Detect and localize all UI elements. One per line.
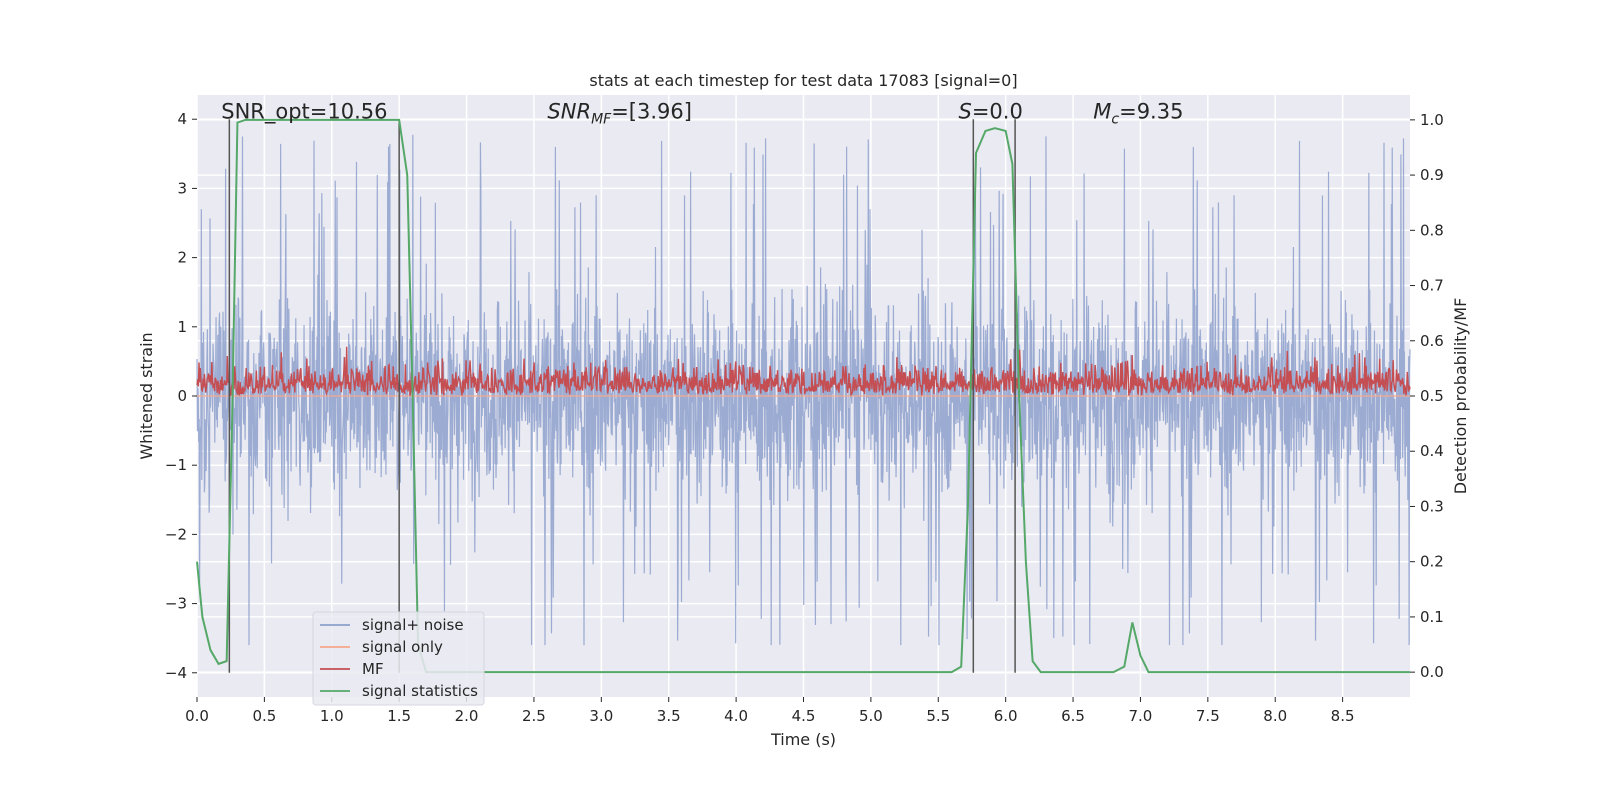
x-tick-label: 0.0 — [185, 707, 209, 725]
x-tick-label: 1.5 — [387, 707, 411, 725]
y2-tick-label: 0.5 — [1420, 387, 1444, 405]
annotation-3: S=0.0 — [958, 99, 1022, 123]
legend-label: signal statistics — [362, 682, 478, 700]
y2-tick-label: 0.3 — [1420, 497, 1444, 515]
y-tick-label: −2 — [165, 525, 187, 543]
x-tick-label: 1.0 — [320, 707, 344, 725]
x-tick-label: 8.5 — [1331, 707, 1355, 725]
y-axis-label: Whitened strain — [137, 332, 156, 459]
legend-box — [312, 611, 485, 706]
axes: 0.0 0.5 1.0 1.5 2.0 2.5 3.0 3.5 4.0 4.5 5.0 5.5 6.0 6… — [165, 110, 1444, 725]
x-tick-label: 5.0 — [859, 707, 883, 725]
x-tick-label: 8.0 — [1263, 707, 1287, 725]
legend-label: MF — [362, 660, 384, 678]
chart-title: stats at each timestep for test data 170… — [589, 71, 1017, 90]
y2-tick-label: 0.1 — [1420, 608, 1444, 626]
y-tick-label: 3 — [177, 179, 187, 197]
y2-tick-label: 0.7 — [1420, 277, 1444, 295]
y-tick-label: −1 — [165, 456, 187, 474]
y-tick-label: −3 — [165, 595, 187, 613]
x-axis-label: Time (s) — [770, 730, 836, 749]
x-tick-label: 6.0 — [994, 707, 1018, 725]
x-tick-label: 7.5 — [1196, 707, 1220, 725]
legend-label: signal only — [362, 638, 443, 656]
x-tick-label: 2.0 — [455, 707, 479, 725]
signal-statistics-line — [196, 118, 1410, 674]
y-tick-label: 2 — [177, 249, 187, 267]
y2-tick-label: 0.2 — [1420, 553, 1444, 571]
y2-tick-label: 0.9 — [1420, 166, 1444, 184]
annotation-1: SNR_opt=10.56 — [221, 99, 387, 124]
y2-axis-label: Detection probability/MF — [1451, 298, 1470, 495]
y-tick-label: 4 — [177, 110, 187, 128]
y-tick-label: −4 — [165, 664, 187, 682]
y-tick-label: 0 — [177, 387, 187, 405]
signal-statistics-series — [196, 118, 1410, 674]
y2-tick-label: 0.4 — [1420, 442, 1444, 460]
legend-label: signal+ noise — [362, 616, 464, 634]
x-tick-label: 2.5 — [522, 707, 546, 725]
x-tick-label: 0.5 — [252, 707, 276, 725]
y2-tick-label: 0.6 — [1420, 332, 1444, 350]
annotation-2: SNRMF=[3.96] — [547, 99, 692, 127]
x-tick-label: 4.5 — [792, 707, 816, 725]
y2-tick-label: 1.0 — [1420, 111, 1444, 129]
y2-tick-label: 0.0 — [1420, 663, 1444, 681]
y2-tick-label: 0.8 — [1420, 221, 1444, 239]
x-tick-label: 4.0 — [724, 707, 748, 725]
annotation-4: Mc=9.35 — [1093, 99, 1183, 127]
legend: signal+ noise signal only MF signal statist… — [312, 611, 485, 706]
annotations: SNR_opt=10.56 SNRMF=[3.96] S=0.0 Mc=9.35 — [221, 99, 1183, 127]
x-tick-label: 3.0 — [589, 707, 613, 725]
x-tick-label: 7.0 — [1129, 707, 1153, 725]
x-tick-label: 6.5 — [1061, 707, 1085, 725]
x-tick-label: 3.5 — [657, 707, 681, 725]
y-tick-label: 1 — [177, 318, 187, 336]
x-tick-label: 5.5 — [926, 707, 950, 725]
